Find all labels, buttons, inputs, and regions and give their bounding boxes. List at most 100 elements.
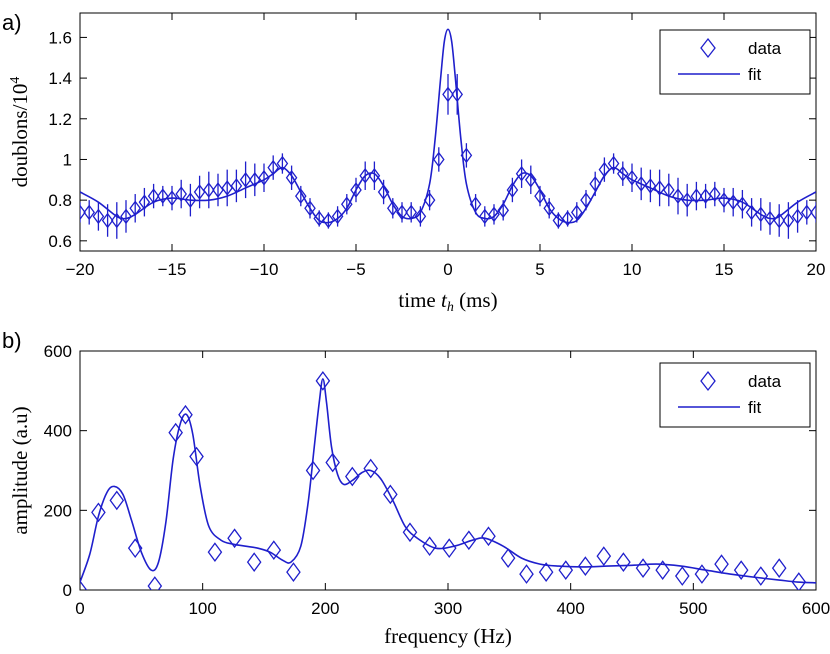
data-point [147,188,160,204]
data-point [674,566,690,586]
data-point [727,194,740,211]
data-point [363,458,379,479]
data-point [345,466,360,487]
data-point [350,182,362,198]
data-point [405,204,418,221]
data-point [635,176,648,192]
data-point [773,212,786,229]
panel-label: a) [2,10,22,35]
x-tick-label: 20 [807,260,826,279]
y-tick-label: 1.2 [48,110,72,129]
data-point [80,580,88,590]
data-point [422,536,437,557]
data-point [524,171,537,188]
data-point [246,552,262,572]
data-point [714,554,729,574]
y-tick-label: 600 [44,342,72,361]
data-point [331,208,344,225]
data-point [402,522,418,543]
data-point [534,188,546,204]
data-point [340,196,353,213]
data-point [460,147,473,164]
data-point [294,188,307,204]
data-point [580,192,592,208]
data-point [543,200,556,217]
data-point [138,194,151,211]
data-point [519,564,534,584]
data-point [672,188,684,204]
data-point [432,151,445,168]
data-point [239,171,252,188]
data-point [810,204,816,221]
plot-area [80,371,816,590]
data-point [708,186,721,202]
legend-box [659,29,811,95]
data-point [221,180,234,196]
data-point [607,155,620,172]
data-point [497,202,510,219]
data-point [598,161,611,178]
data-point [286,562,301,582]
data-point [184,192,197,208]
chart-panel-b: b) 0 100 200 300 400 500 600 0 200 400 600 frequency… [2,328,830,648]
data-point [383,484,398,505]
x-tick-label: 0 [443,260,452,279]
data-point [754,206,767,223]
data-point [699,188,712,204]
legend-data-label: data [748,39,782,58]
data-point [322,212,335,229]
data-point [626,169,638,186]
x-tick-label: −15 [158,260,187,279]
data-point [558,560,574,580]
data-point [506,182,519,198]
data-point [305,460,321,481]
legend-fit-label: fit [748,65,762,84]
data-point [127,538,143,559]
x-tick-label: 400 [556,599,584,618]
legend: data fit [659,362,811,428]
legend-data-label: data [748,372,782,391]
data-point [83,204,96,221]
data-point [156,188,169,204]
data-point [414,208,427,225]
data-point [662,182,675,198]
data-point [653,180,666,196]
data-point [227,528,242,549]
data-point [690,188,703,204]
data-point [655,560,670,580]
data-point [110,212,123,229]
x-tick-label: 15 [715,260,734,279]
data-point [481,526,496,547]
x-tick-label: 10 [623,260,642,279]
data-point [267,159,280,176]
x-axis-label: time th (ms) [398,288,497,315]
data-point [488,206,500,223]
data-point [368,167,381,184]
data-point [178,404,193,425]
x-tick-label: 600 [802,599,830,618]
data-point [258,169,270,186]
data-point [578,556,593,576]
data-point [313,210,326,227]
data-point [596,546,612,567]
data-point [733,560,749,580]
data-point [304,200,316,217]
data-point [166,190,178,206]
panel-label: b) [2,328,22,353]
data-point [207,542,223,563]
data-point [396,204,408,221]
chart-panel-a: a) −20 −15 −10 −5 0 5 10 15 20 0.6 0.8 1 1.2 1.4 1.6 tim… [2,10,825,315]
data-point [325,452,341,473]
data-point [718,192,730,208]
x-tick-label: 0 [75,599,84,618]
data-point [266,540,282,561]
data-point [248,171,261,188]
data-point [635,558,651,578]
y-tick-label: 1 [63,150,72,169]
legend: data fit [659,29,811,95]
data-point [771,558,787,578]
data-point [315,371,331,391]
data-point [441,538,457,559]
data-point [589,176,602,192]
data-point [616,552,631,572]
